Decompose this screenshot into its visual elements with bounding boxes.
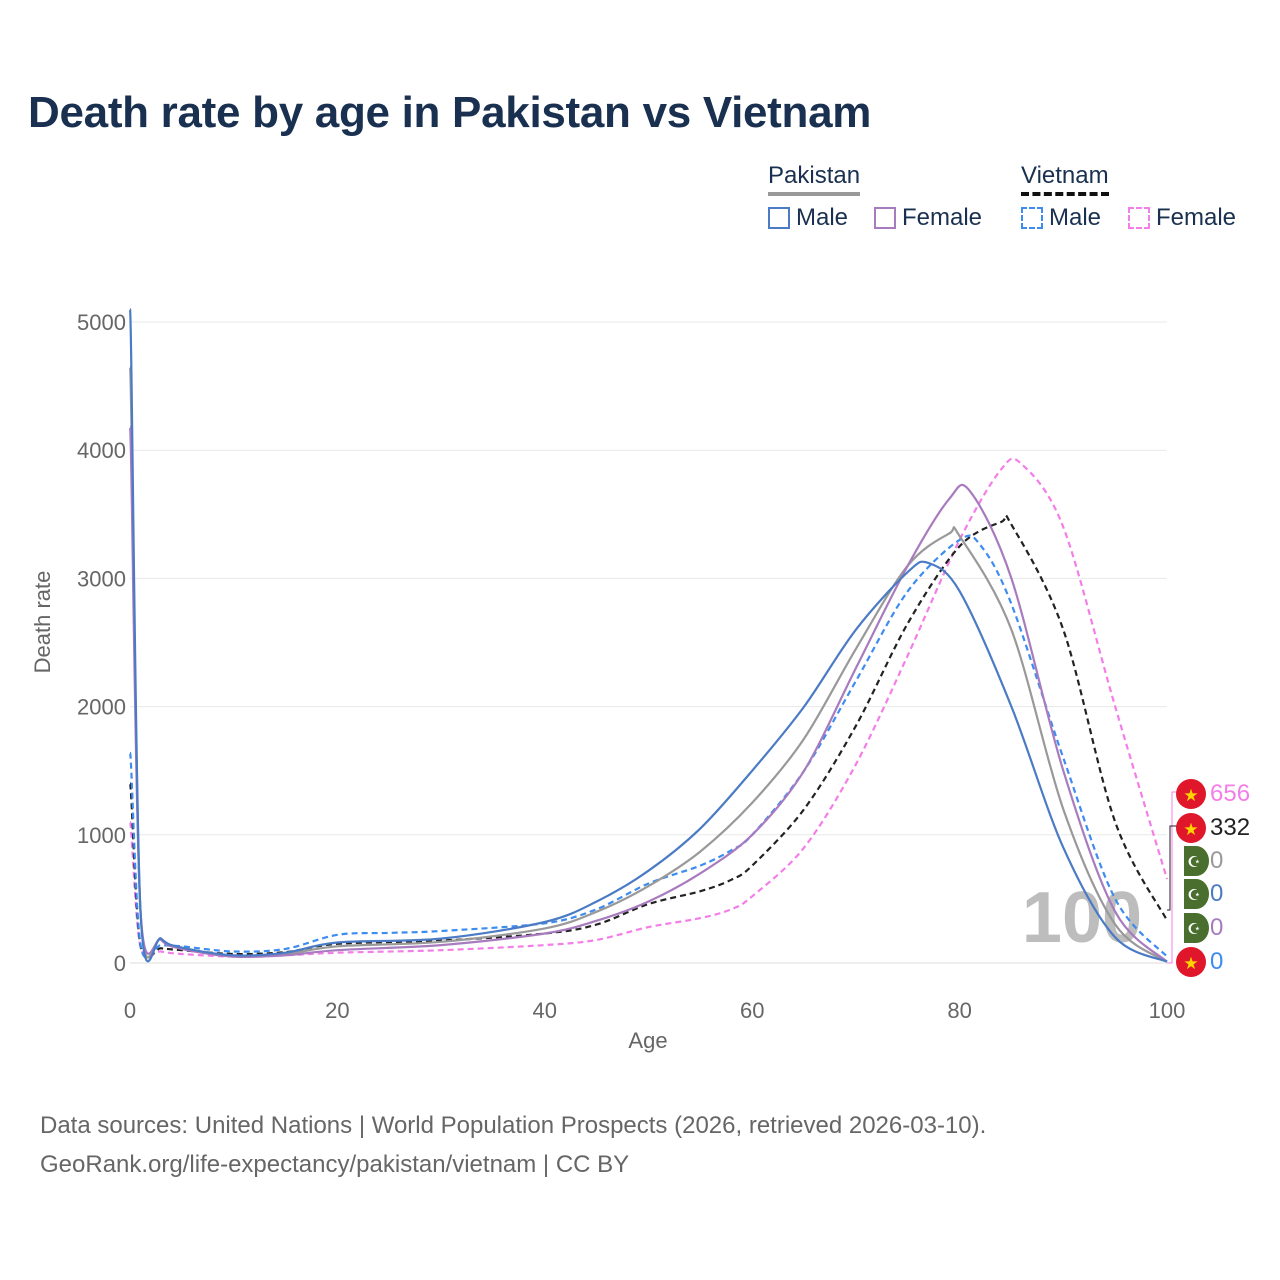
star-icon: ★: [1183, 954, 1198, 974]
legend-item-vietnam-female[interactable]: Female: [1128, 204, 1236, 232]
pakistan-flag-icon: [1184, 913, 1209, 943]
y-tick-label: 2000: [77, 695, 126, 720]
crescent-icon: ☪: [1187, 886, 1200, 904]
legend-country-vietnam[interactable]: Vietnam: [1021, 162, 1109, 196]
x-tick-label: 0: [124, 998, 136, 1023]
pakistan-flag-icon: [1184, 846, 1209, 876]
end-label-connector: [1167, 825, 1178, 911]
end-label-value: 656: [1210, 780, 1250, 807]
x-tick-label: 100: [1149, 998, 1186, 1023]
end-label-value: 332: [1210, 814, 1250, 841]
footer-link[interactable]: GeoRank.org/life-expectancy/pakistan/vie…: [40, 1151, 630, 1178]
legend-label-pakistan-female: Female: [902, 204, 983, 231]
end-label-vn-male: ★ 0: [1176, 947, 1223, 977]
legend-item-pakistan-male[interactable]: Male: [768, 204, 848, 232]
legend-swatch-vietnam-male: [1021, 207, 1043, 229]
end-label-vn-total: ★ 332: [1176, 813, 1250, 843]
x-axis-label: Age: [628, 1028, 667, 1053]
end-label-pk-female: ☪ 0: [1184, 913, 1223, 943]
pakistan-flag-icon: [1184, 879, 1209, 909]
end-label-value: 0: [1210, 948, 1223, 975]
y-tick-label: 3000: [77, 566, 126, 591]
y-tick-label: 1000: [77, 823, 126, 848]
end-label-pk-male: ☪ 0: [1184, 879, 1223, 909]
end-label-value: 0: [1210, 914, 1223, 941]
legend-label-pakistan-male: Male: [796, 204, 849, 231]
x-tick-label: 20: [325, 998, 349, 1023]
star-icon: ★: [1183, 786, 1198, 806]
legend-label-vietnam-male: Male: [1049, 204, 1102, 231]
x-tick-label: 80: [947, 998, 971, 1023]
legend-label-vietnam-female: Female: [1156, 204, 1237, 231]
y-tick-label: 0: [114, 951, 126, 976]
legend-item-vietnam-male[interactable]: Male: [1021, 204, 1101, 232]
end-label-value: 0: [1210, 847, 1223, 874]
legend: Pakistan Vietnam Male Female Male Female: [760, 162, 1260, 252]
series-line-pk-total[interactable]: [128, 365, 1168, 963]
crescent-icon: ☪: [1187, 853, 1200, 871]
series-line-pk-male[interactable]: [128, 308, 1168, 963]
x-tick-label: 60: [740, 998, 764, 1023]
legend-swatch-pakistan-male: [768, 207, 790, 229]
vietnam-flag-icon: [1176, 947, 1206, 977]
end-label-pk-total: ☪ 0: [1184, 846, 1223, 876]
footer-sources: Data sources: United Nations | World Pop…: [40, 1112, 987, 1139]
y-tick-label: 4000: [77, 438, 126, 463]
vietnam-flag-icon: [1176, 813, 1206, 843]
crescent-icon: ☪: [1187, 920, 1200, 938]
end-label-value: 0: [1210, 880, 1223, 907]
series-line-vn-male[interactable]: [128, 534, 1168, 959]
x-tick-label: 40: [533, 998, 557, 1023]
y-tick-label: 5000: [77, 310, 126, 335]
legend-item-pakistan-female[interactable]: Female: [874, 204, 982, 232]
legend-country-pakistan[interactable]: Pakistan: [768, 162, 861, 196]
footer: Data sources: United Nations | World Pop…: [40, 1106, 986, 1184]
end-label-connector: [1167, 791, 1178, 964]
vietnam-flag-icon: [1176, 779, 1206, 809]
legend-swatch-pakistan-female: [874, 207, 896, 229]
star-icon: ★: [1183, 820, 1198, 840]
chart-title: Death rate by age in Pakistan vs Vietnam: [28, 88, 872, 137]
legend-swatch-vietnam-female: [1128, 207, 1150, 229]
end-label-vn-female: ★ 656: [1176, 779, 1250, 809]
series-line-pk-female[interactable]: [128, 426, 1168, 963]
y-axis-label: Death rate: [30, 571, 55, 674]
